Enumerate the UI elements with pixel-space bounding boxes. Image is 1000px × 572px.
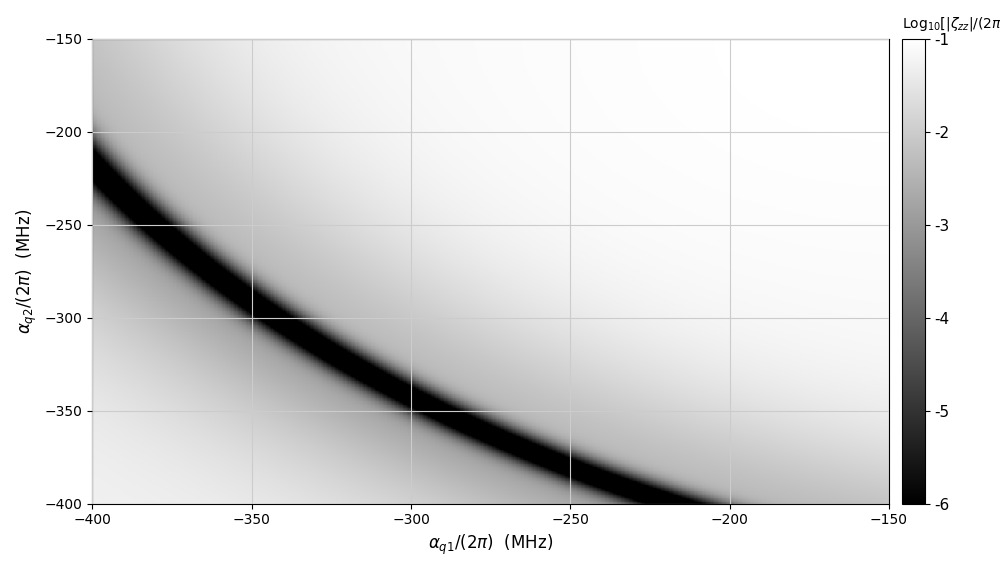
- Text: $\mathrm{Log}_{10}\left[|\zeta_{zz}|/(2\pi)\right]$  (MHz): $\mathrm{Log}_{10}\left[|\zeta_{zz}|/(2\…: [902, 15, 1000, 33]
- X-axis label: $\alpha_{q1}/(2\pi)$  (MHz): $\alpha_{q1}/(2\pi)$ (MHz): [428, 533, 553, 557]
- Y-axis label: $\alpha_{q2}/(2\pi)$  (MHz): $\alpha_{q2}/(2\pi)$ (MHz): [15, 209, 39, 333]
